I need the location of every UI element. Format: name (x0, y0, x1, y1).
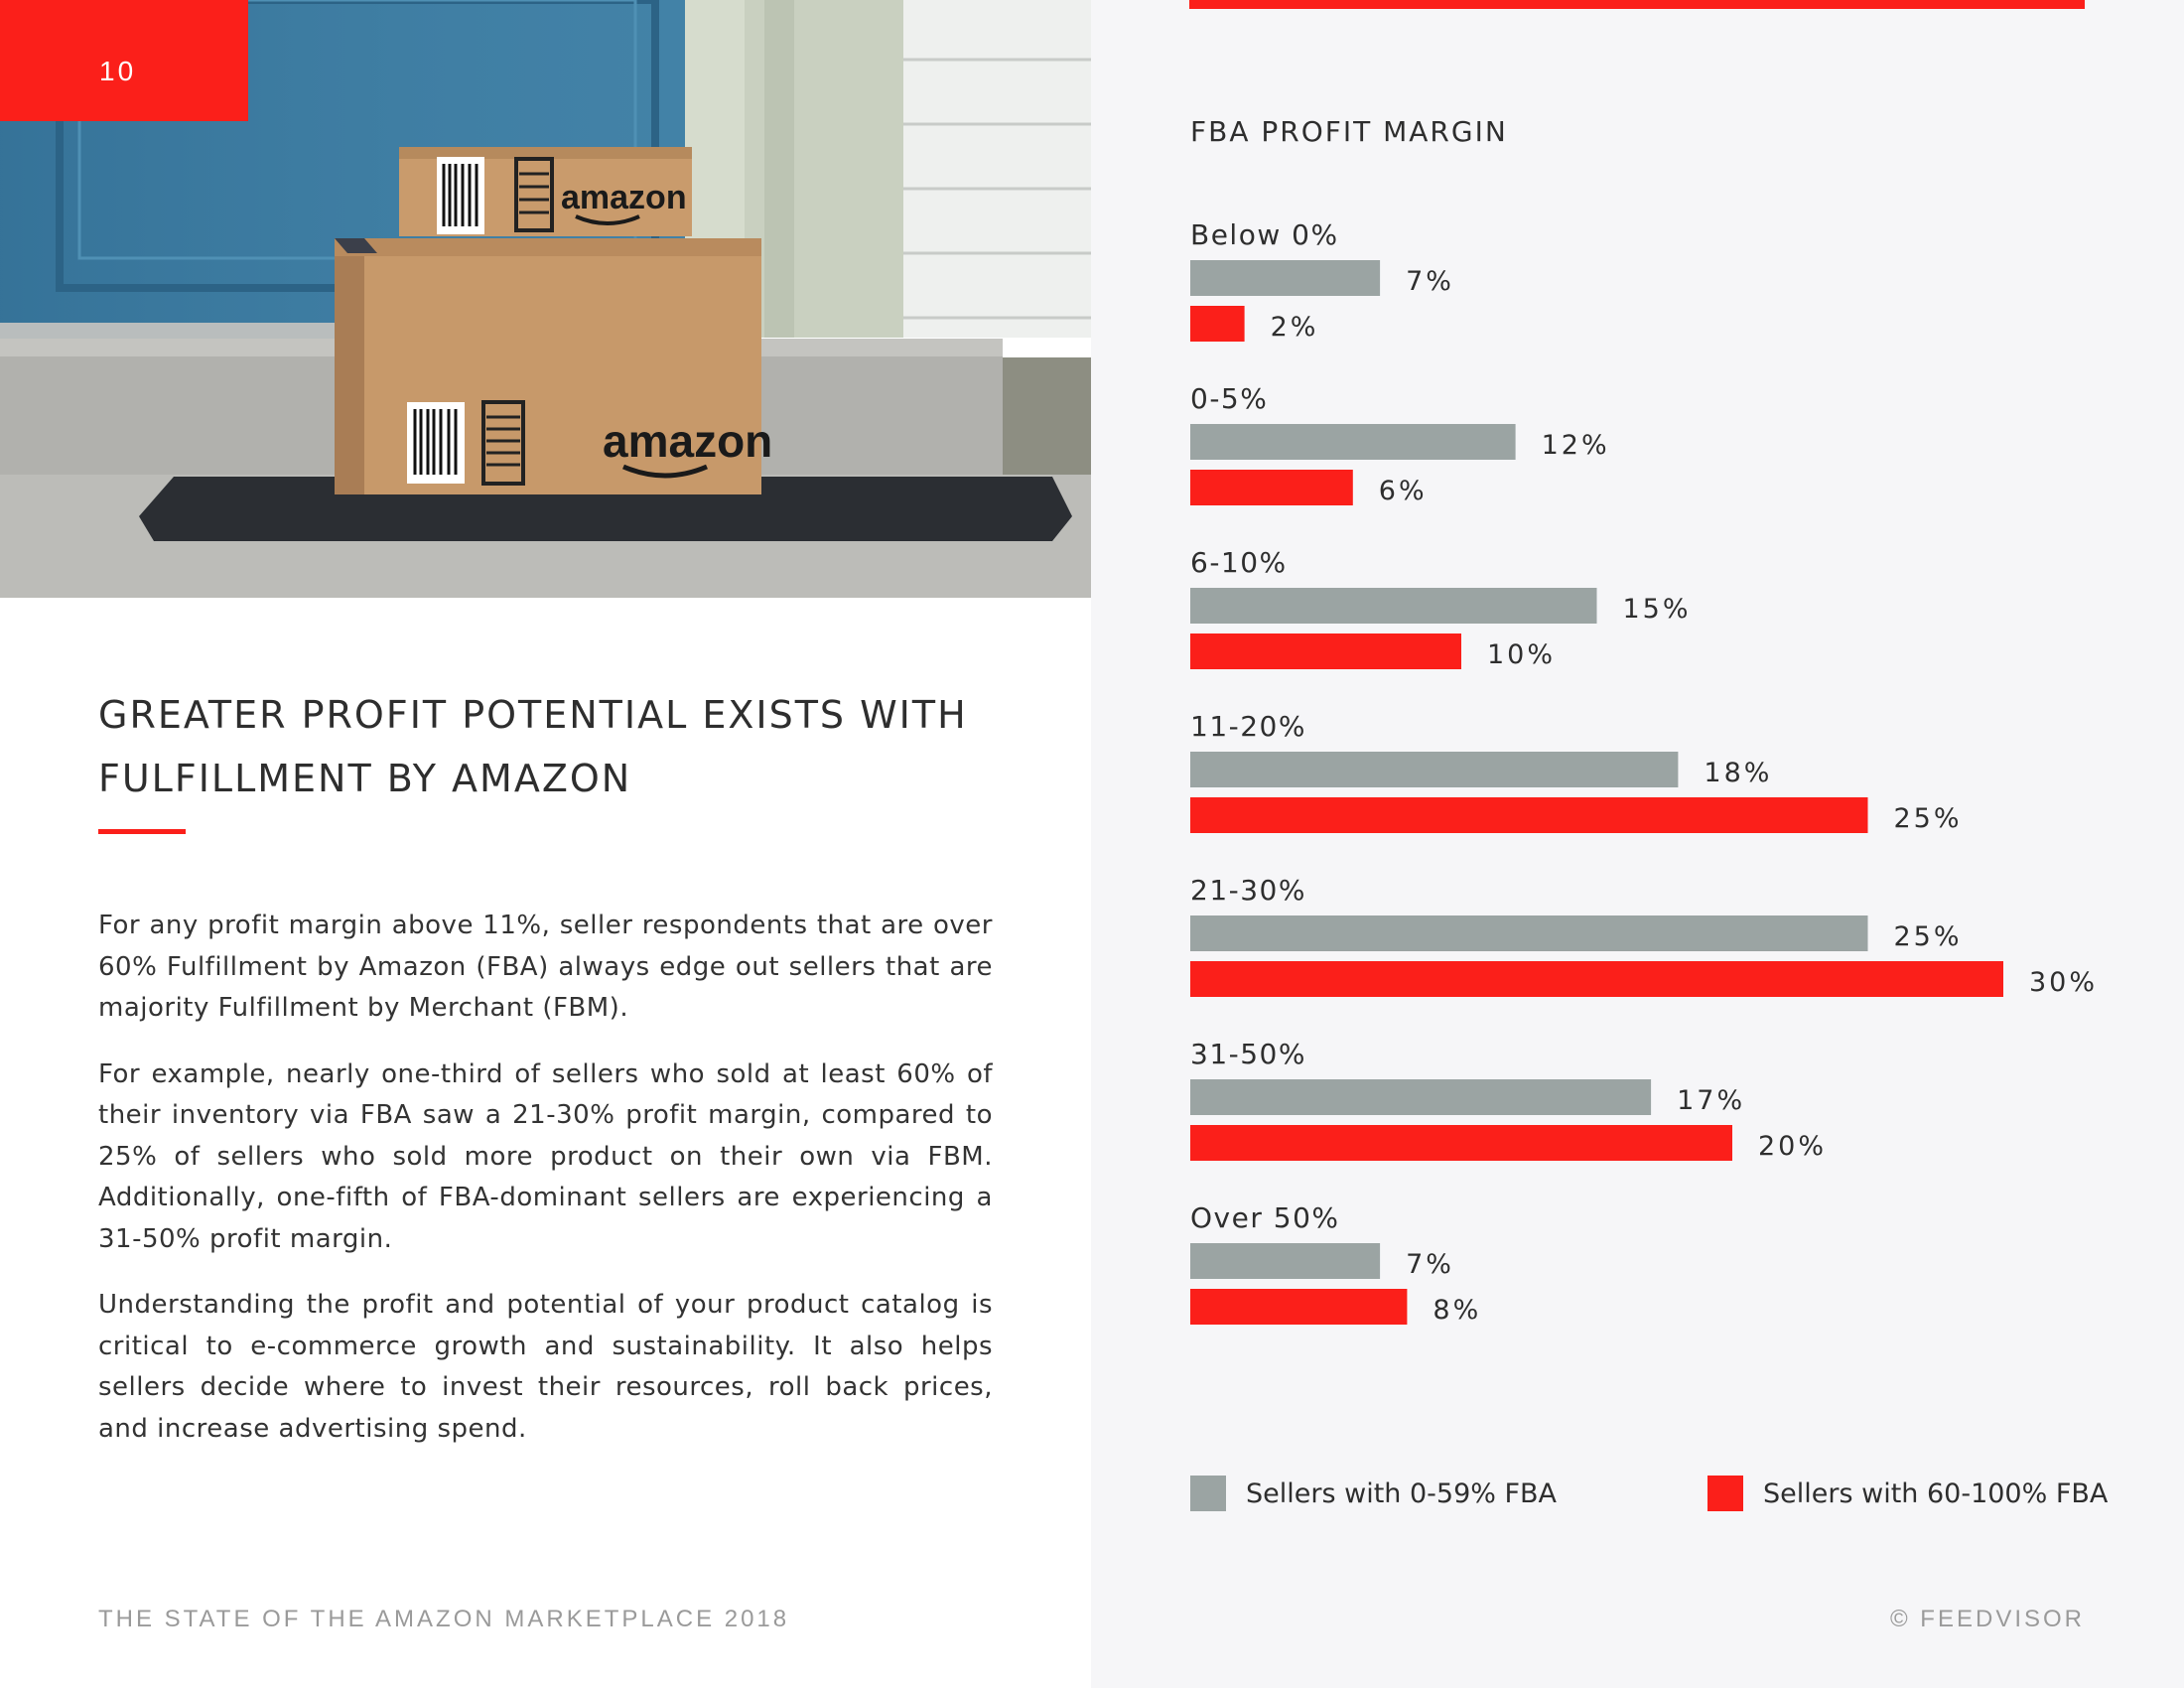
bar-fbm-majority (1190, 260, 1381, 296)
bar-value-label: 12% (1542, 430, 1610, 461)
legend-item-series-2: Sellers with 60-100% FBA (1707, 1476, 2108, 1511)
category-label: 21-30% (1190, 874, 1306, 907)
bar-fbm-majority (1190, 588, 1597, 624)
bar-fbm-majority (1190, 752, 1679, 787)
bar-fba-majority (1190, 470, 1353, 505)
paragraph-2: For example, nearly one-third of sellers… (98, 1058, 993, 1254)
chart-title: FBA PROFIT MARGIN (1190, 115, 1508, 148)
bar-value-label: 18% (1704, 758, 1772, 788)
bar-fba-majority (1190, 1125, 1732, 1161)
bar-value-label: 15% (1623, 594, 1692, 625)
page-number: 10 (99, 56, 137, 86)
amazon-boxes-illustration: amazon amazon (0, 0, 1091, 598)
category-label: Over 50% (1190, 1201, 1339, 1234)
heading-underline (98, 829, 186, 834)
bar-fba-majority (1190, 1289, 1408, 1325)
bar-fbm-majority (1190, 424, 1516, 460)
legend-item-series-1: Sellers with 0-59% FBA (1190, 1476, 1557, 1511)
heading-line-1: GREATER PROFIT POTENTIAL EXISTS WITH (98, 693, 968, 737)
bar-value-label: 20% (1758, 1131, 1827, 1162)
legend-swatch-red (1707, 1476, 1743, 1511)
paragraph-1: For any profit margin above 11%, seller … (98, 911, 993, 1023)
footer-publication-title: THE STATE OF THE AMAZON MARKETPLACE 2018 (98, 1606, 790, 1632)
bar-fbm-majority (1190, 1079, 1652, 1115)
heading-line-2: FULFILLMENT BY AMAZON (98, 757, 632, 800)
category-label: 31-50% (1190, 1038, 1306, 1070)
category-label: 6-10% (1190, 546, 1288, 579)
category-label: 11-20% (1190, 710, 1306, 743)
box-bottom-brand: amazon (603, 415, 772, 467)
legend-label-series-1: Sellers with 0-59% FBA (1246, 1477, 1558, 1509)
bar-fba-majority (1190, 633, 1461, 669)
bar-value-label: 30% (2029, 967, 2098, 998)
legend-swatch-gray (1190, 1476, 1226, 1511)
bar-fba-majority (1190, 797, 1868, 833)
body-text: For any profit margin above 11%, seller … (98, 906, 993, 1475)
bar-fbm-majority (1190, 915, 1868, 951)
page-heading: GREATER PROFIT POTENTIAL EXISTS WITH FUL… (98, 683, 1012, 810)
bar-fba-majority (1190, 961, 2003, 997)
box-top-brand: amazon (561, 179, 687, 216)
footer-copyright: © FEEDVISOR (1889, 1606, 2085, 1632)
bar-value-label: 10% (1487, 639, 1556, 670)
bar-value-label: 7% (1406, 1249, 1454, 1280)
profit-margin-bar-chart: Below 0% 7% 2% 0-5% 12% 6% 6-10% 15% 10% 11-20% 18… (1190, 218, 2098, 1326)
bar-fbm-majority (1190, 1243, 1381, 1279)
page-number-badge: 10 (0, 0, 248, 121)
bar-fba-majority (1190, 306, 1245, 342)
bar-value-label: 25% (1894, 921, 1963, 952)
category-label: Below 0% (1190, 218, 1339, 251)
bar-value-label: 2% (1271, 312, 1319, 343)
bar-value-label: 17% (1677, 1085, 1745, 1116)
top-accent-bar (1189, 0, 2085, 9)
bar-value-label: 25% (1894, 803, 1963, 834)
hero-photo: amazon amazon (0, 0, 1091, 598)
category-label: 0-5% (1190, 382, 1268, 415)
bar-value-label: 7% (1406, 266, 1454, 297)
paragraph-3: Understanding the profit and potential o… (98, 1290, 993, 1444)
legend-label-series-2: Sellers with 60-100% FBA (1763, 1477, 2109, 1509)
bar-value-label: 6% (1379, 476, 1428, 506)
bar-value-label: 8% (1433, 1295, 1481, 1326)
